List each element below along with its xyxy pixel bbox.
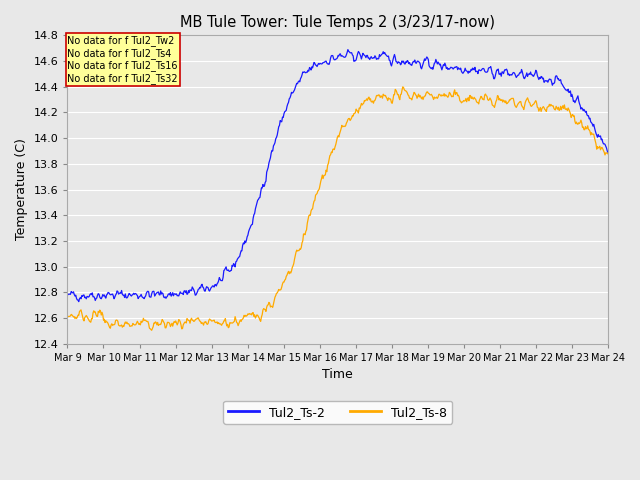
- Y-axis label: Temperature (C): Temperature (C): [15, 139, 28, 240]
- Tul2_Ts-2: [405, 60, 413, 66]
- Tul2_Ts-8: [148, 327, 156, 333]
- Tul2_Ts-2: [604, 150, 612, 156]
- Line: Tul2_Ts-8: Tul2_Ts-8: [67, 87, 608, 330]
- X-axis label: Time: Time: [323, 368, 353, 381]
- Line: Tul2_Ts-2: Tul2_Ts-2: [67, 50, 608, 301]
- Tul2_Ts-2: [213, 281, 221, 287]
- Tul2_Ts-8: [604, 151, 612, 157]
- Tul2_Ts-2: [63, 292, 71, 298]
- Title: MB Tule Tower: Tule Temps 2 (3/23/17-now): MB Tule Tower: Tule Temps 2 (3/23/17-now…: [180, 15, 495, 30]
- Tul2_Ts-2: [185, 288, 193, 294]
- Legend: Tul2_Ts-2, Tul2_Ts-8: Tul2_Ts-2, Tul2_Ts-8: [223, 401, 452, 424]
- Tul2_Ts-8: [63, 313, 71, 319]
- Text: No data for f Tul2_Tw2
No data for f Tul2_Ts4
No data for f Tul2_Ts16
No data fo: No data for f Tul2_Tw2 No data for f Tul…: [67, 36, 178, 84]
- Tul2_Ts-8: [129, 321, 137, 326]
- Tul2_Ts-8: [420, 93, 428, 99]
- Tul2_Ts-2: [130, 290, 138, 296]
- Tul2_Ts-2: [74, 297, 81, 303]
- Tul2_Ts-8: [399, 84, 406, 90]
- Tul2_Ts-2: [344, 47, 352, 53]
- Tul2_Ts-8: [405, 93, 413, 98]
- Tul2_Ts-8: [74, 314, 81, 320]
- Tul2_Ts-8: [213, 319, 221, 325]
- Tul2_Ts-8: [185, 317, 193, 323]
- Tul2_Ts-2: [420, 56, 428, 62]
- Tul2_Ts-2: [75, 299, 83, 304]
